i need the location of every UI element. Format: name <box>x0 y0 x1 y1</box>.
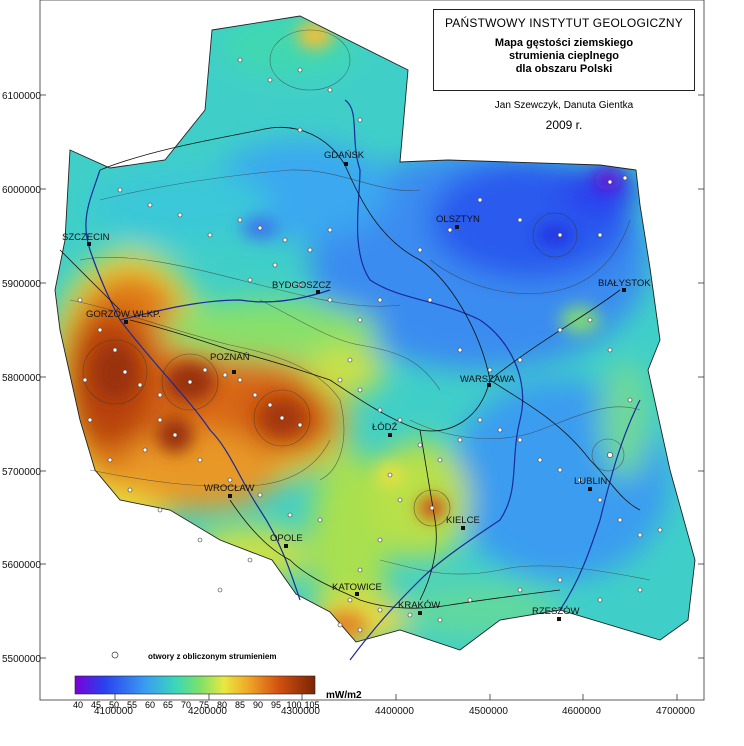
city-label-bydgoszcz: BYDGOSZCZ <box>272 280 331 291</box>
svg-text:5800000: 5800000 <box>2 373 41 384</box>
scale-tick: 50 <box>108 700 119 710</box>
scale-tick: 60 <box>144 700 155 710</box>
city-label-szczecin: SZCZECIN <box>62 232 110 243</box>
roads <box>59 126 641 609</box>
borehole-points <box>77 57 663 633</box>
map-title: Mapa gęstości ziemskiego strumienia ciep… <box>494 37 634 75</box>
city-label-krakow: KRAKÓW <box>398 600 440 611</box>
svg-text:4100000: 4100000 <box>94 706 133 717</box>
colour-scale-bar <box>74 675 316 695</box>
scale-tick: 55 <box>126 700 137 710</box>
year: 2009 r. <box>545 118 583 132</box>
scale-tick: 40 <box>72 700 83 710</box>
city-label-katowice: KATOWICE <box>332 582 382 593</box>
svg-text:5500000: 5500000 <box>2 654 41 665</box>
city-label-opole: OPOLE <box>270 533 303 544</box>
city-label-bialystok: BIAŁYSTOK <box>598 278 651 289</box>
scale-tick: 105 <box>304 700 320 710</box>
svg-text:4300000: 4300000 <box>281 706 320 717</box>
scale-tick: 85 <box>234 700 245 710</box>
city-label-poznan: POZNAŃ <box>210 352 250 363</box>
city-label-olsztyn: OLSZTYN <box>436 214 480 225</box>
legend-borehole-symbol <box>111 651 119 659</box>
svg-text:4200000: 4200000 <box>188 706 227 717</box>
svg-text:4700000: 4700000 <box>656 706 695 717</box>
axis-ticks <box>40 94 704 700</box>
poland-border <box>54 15 696 651</box>
city-label-kielce: KIELCE <box>446 515 480 526</box>
y-axis-labels: 6100000 6000000 5900000 5800000 5700000 … <box>2 91 41 665</box>
city-label-lublin: LUBLIN <box>574 476 607 487</box>
isolines <box>69 29 651 581</box>
city-label-rzeszow: RZESZÓW <box>532 606 580 617</box>
scale-unit: mW/m2 <box>326 690 362 701</box>
city-markers <box>87 162 626 621</box>
scale-tick: 100 <box>286 700 302 710</box>
city-labels: GDAŃSK OLSZTYN SZCZECIN BYDGOSZCZ BIAŁYS… <box>62 150 651 617</box>
svg-text:4400000: 4400000 <box>375 706 414 717</box>
city-label-gorzow: GORZÓW WLKP. <box>86 309 161 320</box>
svg-text:6100000: 6100000 <box>2 91 41 102</box>
svg-text:4500000: 4500000 <box>469 706 508 717</box>
scale-tick: 80 <box>216 700 227 710</box>
scale-tick: 70 <box>180 700 191 710</box>
svg-text:5600000: 5600000 <box>2 560 41 571</box>
svg-text:5900000: 5900000 <box>2 279 41 290</box>
city-label-lodz: ŁÓDŹ <box>372 422 398 433</box>
svg-text:5700000: 5700000 <box>2 467 41 478</box>
title-box: PAŃSTWOWY INSTYTUT GEOLOGICZNY Mapa gęst… <box>433 9 695 91</box>
map-frame <box>39 0 705 701</box>
scale-tick: 90 <box>252 700 263 710</box>
x-axis-labels: 4100000 4200000 4300000 4400000 4500000 … <box>94 706 695 717</box>
svg-text:6000000: 6000000 <box>2 185 41 196</box>
city-label-wroclaw: WROCŁAW <box>204 483 254 494</box>
authors: Jan Szewczyk, Danuta Gientka <box>494 100 634 111</box>
city-label-gdansk: GDAŃSK <box>324 150 365 161</box>
svg-text:4600000: 4600000 <box>562 706 601 717</box>
scale-tick: 95 <box>270 700 281 710</box>
institute-name: PAŃSTWOWY INSTYTUT GEOLOGICZNY <box>444 16 684 30</box>
scale-tick: 75 <box>198 700 209 710</box>
legend-borehole-note: otwory z obliczonym strumieniem <box>148 652 277 661</box>
city-label-warszawa: WARSZAWA <box>460 374 516 385</box>
scale-tick: 45 <box>90 700 101 710</box>
scale-tick: 65 <box>162 700 173 710</box>
